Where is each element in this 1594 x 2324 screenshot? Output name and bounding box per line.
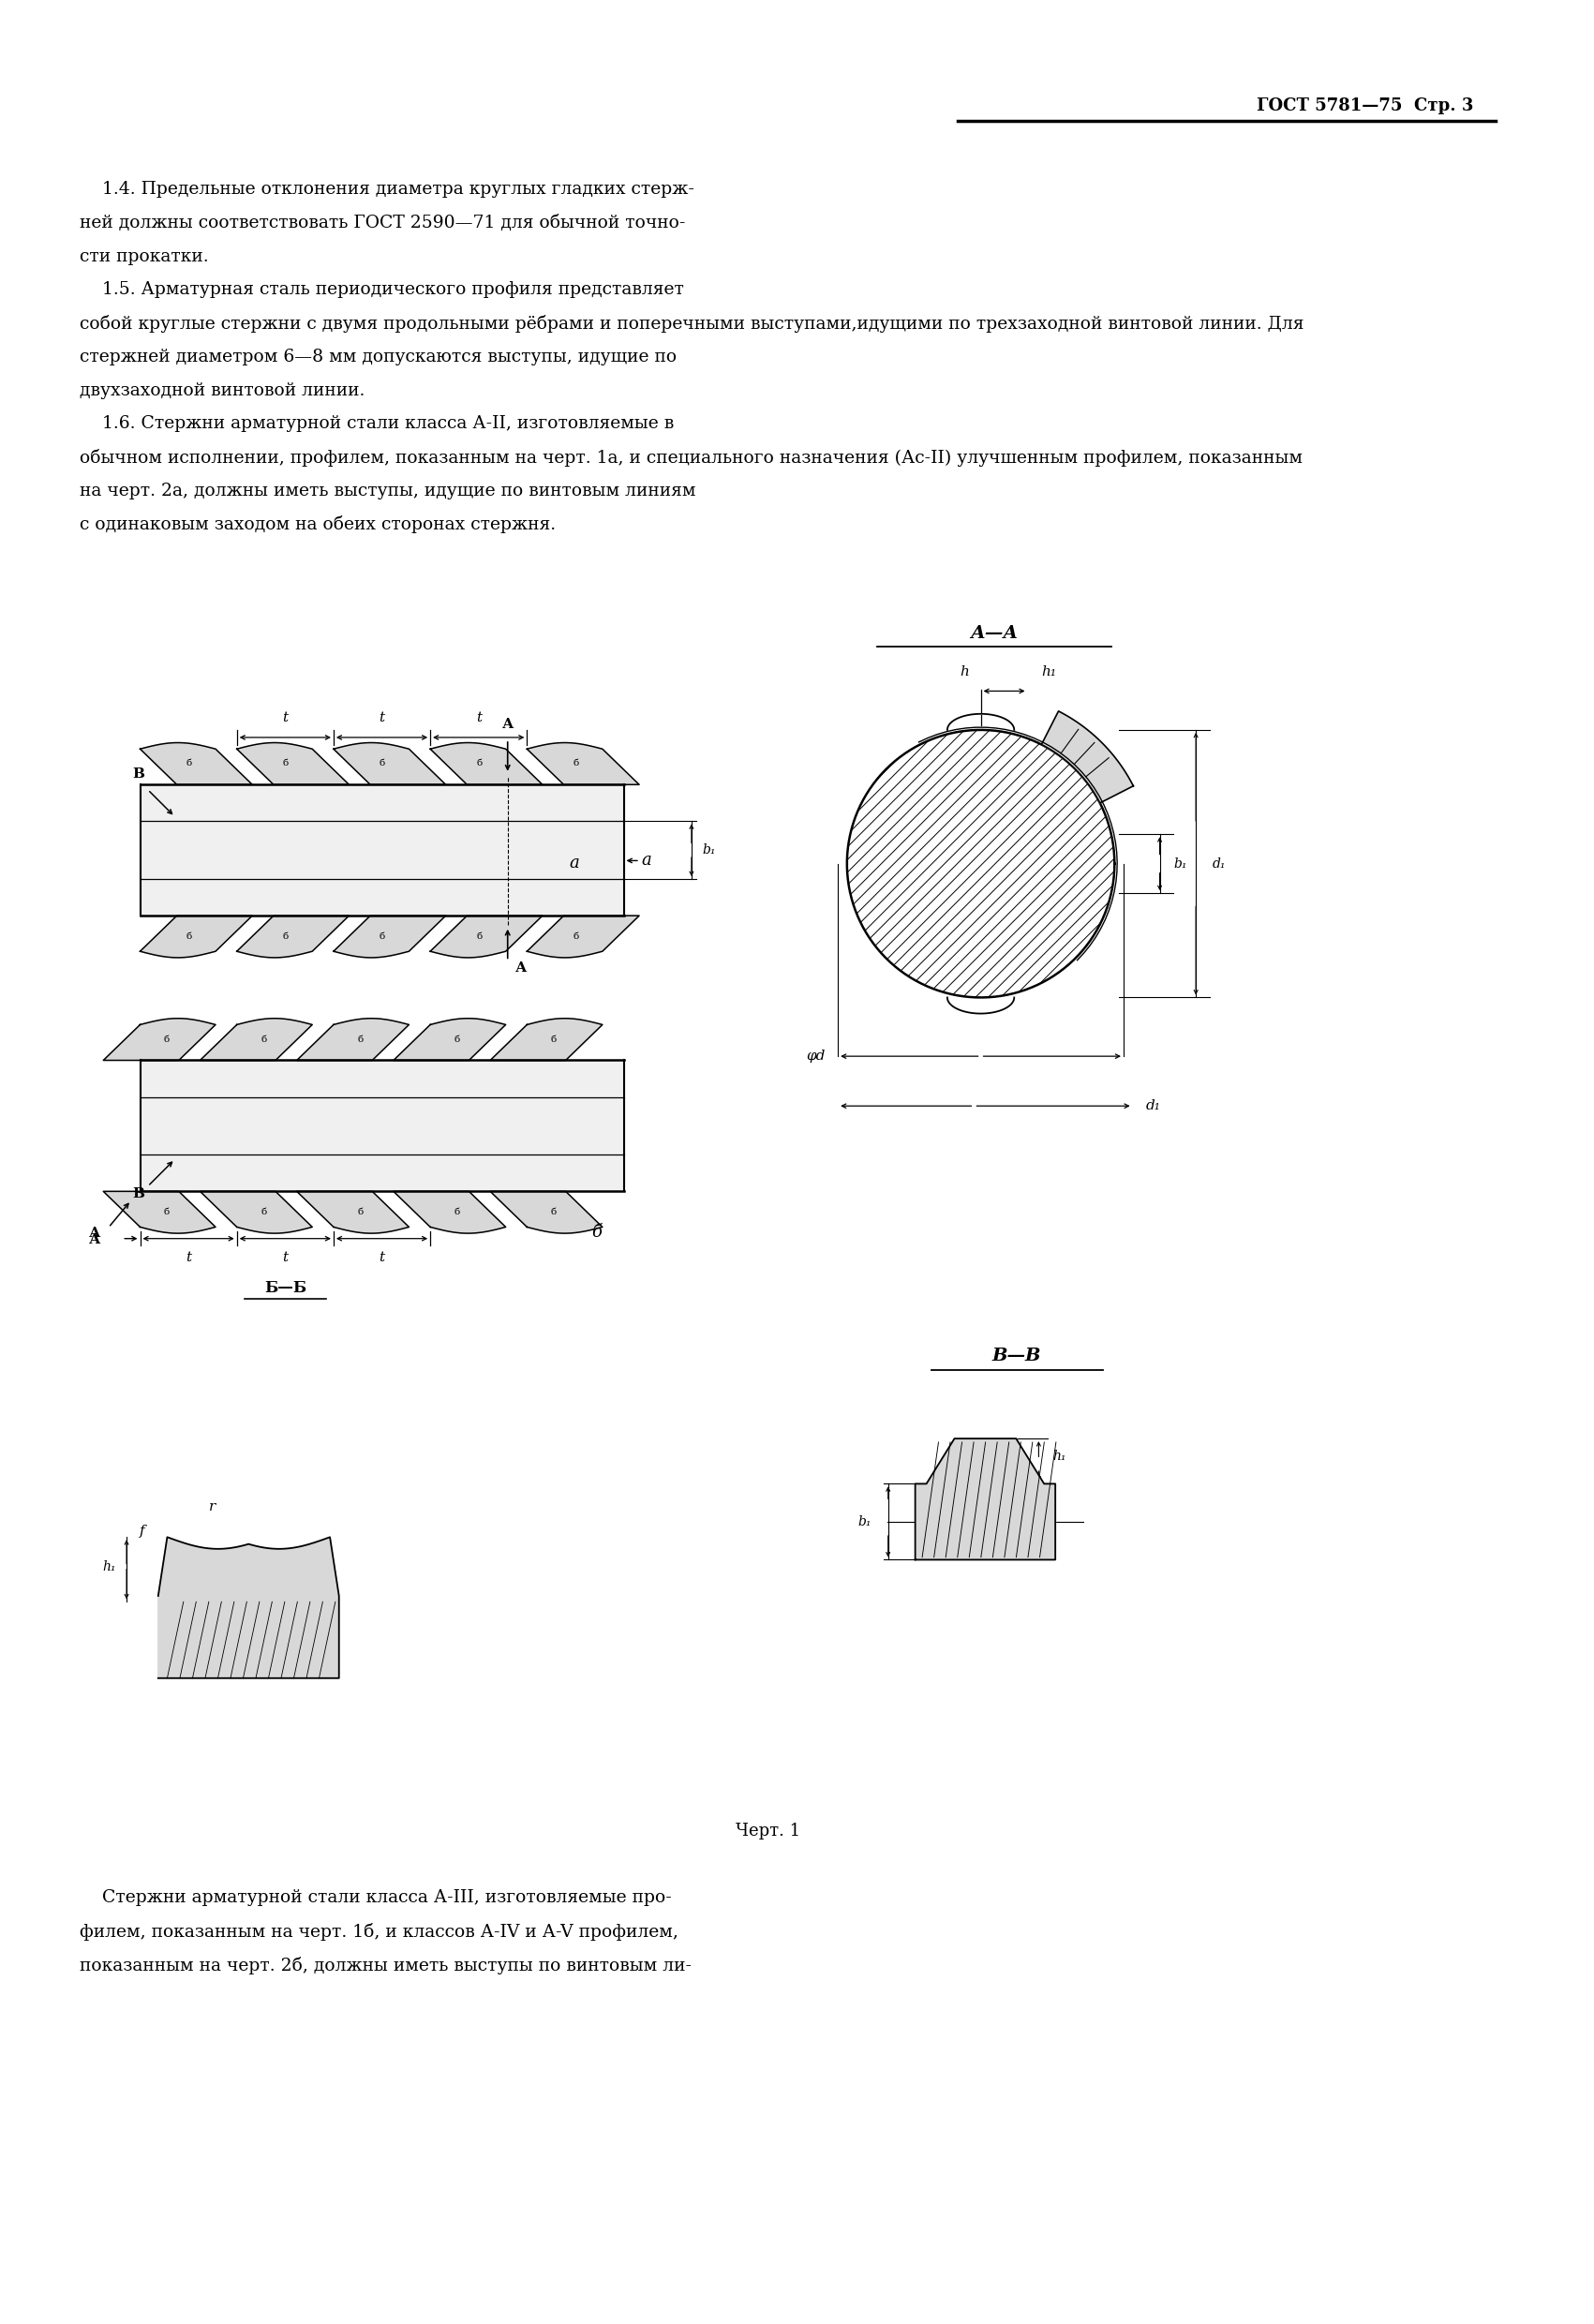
Polygon shape (104, 1192, 215, 1234)
Polygon shape (915, 1439, 1055, 1559)
Text: Б—Б: Б—Б (265, 1281, 306, 1297)
Polygon shape (158, 1536, 340, 1678)
Polygon shape (528, 916, 639, 957)
Text: б: б (282, 932, 289, 941)
Polygon shape (104, 1018, 215, 1060)
Polygon shape (947, 713, 1014, 730)
Polygon shape (238, 744, 349, 786)
Text: f: f (139, 1525, 145, 1538)
Text: t: t (379, 1250, 384, 1264)
Polygon shape (947, 997, 1014, 1013)
Text: б: б (260, 1208, 266, 1215)
Text: t: t (282, 1250, 289, 1264)
Text: а: а (642, 853, 652, 869)
Text: r: r (209, 1501, 215, 1513)
Text: б: б (572, 932, 579, 941)
Text: обычном исполнении, профилем, показанным на черт. 1а, и специального назначения : обычном исполнении, профилем, показанным… (80, 449, 1302, 467)
Polygon shape (140, 1060, 623, 1192)
Text: на черт. 2а, должны иметь выступы, идущие по винтовым линиям: на черт. 2а, должны иметь выступы, идущи… (80, 483, 695, 500)
Text: двухзаходной винтовой линии.: двухзаходной винтовой линии. (80, 381, 365, 400)
Text: 1.4. Предельные отклонения диаметра круглых гладких стерж-: 1.4. Предельные отклонения диаметра круг… (80, 181, 693, 198)
Polygon shape (926, 1439, 1044, 1483)
Text: б: б (477, 760, 481, 767)
Text: а: а (569, 855, 579, 872)
Text: В: В (132, 1188, 145, 1202)
Text: φd: φd (807, 1050, 824, 1062)
Text: b₁: b₁ (858, 1515, 872, 1529)
Polygon shape (140, 744, 252, 786)
Polygon shape (296, 1192, 410, 1234)
Text: стержней диаметром 6—8 мм допускаются выступы, идущие по: стержней диаметром 6—8 мм допускаются вы… (80, 349, 676, 365)
Text: Черт. 1: Черт. 1 (736, 1822, 800, 1838)
Text: б: б (164, 1208, 169, 1215)
Polygon shape (394, 1192, 505, 1234)
Text: б: б (454, 1034, 461, 1043)
Text: h₁: h₁ (1052, 1450, 1066, 1464)
Text: собой круглые стержни с двумя продольными рёбрами и поперечными выступами,идущим: собой круглые стержни с двумя продольным… (80, 316, 1304, 332)
Text: б: б (186, 760, 191, 767)
Polygon shape (491, 1018, 603, 1060)
Polygon shape (528, 744, 639, 786)
Polygon shape (333, 744, 446, 786)
Text: б: б (572, 760, 579, 767)
Text: Стержни арматурной стали класса А-III, изготовляемые про-: Стержни арматурной стали класса А-III, и… (80, 1889, 671, 1906)
Text: b₁: b₁ (703, 844, 716, 858)
Text: б: б (357, 1034, 363, 1043)
Polygon shape (201, 1192, 312, 1234)
Text: 1.5. Арматурная сталь периодического профиля представляет: 1.5. Арматурная сталь периодического про… (80, 281, 684, 297)
Polygon shape (1041, 711, 1133, 804)
Text: б: б (260, 1034, 266, 1043)
Text: б: б (186, 932, 191, 941)
Text: 1.6. Стержни арматурной стали класса А-II, изготовляемые в: 1.6. Стержни арматурной стали класса А-I… (80, 416, 674, 432)
Text: ГОСТ 5781—75  Стр. 3: ГОСТ 5781—75 Стр. 3 (1256, 98, 1473, 114)
Polygon shape (201, 1018, 312, 1060)
Text: филем, показанным на черт. 1б, и классов А-IV и А-V профилем,: филем, показанным на черт. 1б, и классов… (80, 1922, 677, 1941)
Polygon shape (140, 916, 252, 957)
Text: А: А (89, 1232, 100, 1246)
Text: б: б (477, 932, 481, 941)
Polygon shape (491, 1192, 603, 1234)
Text: сти прокатки.: сти прокатки. (80, 249, 209, 265)
Polygon shape (296, 1018, 410, 1060)
Text: А: А (89, 1227, 100, 1239)
Text: б: б (282, 760, 289, 767)
Text: b₁: b₁ (1173, 858, 1188, 869)
Text: ней должны соответствовать ГОСТ 2590—71 для обычной точно-: ней должны соответствовать ГОСТ 2590—71 … (80, 214, 685, 232)
Text: d₁: d₁ (1211, 858, 1226, 869)
Text: с одинаковым заходом на обеих сторонах стержня.: с одинаковым заходом на обеих сторонах с… (80, 516, 556, 535)
Text: б: б (552, 1208, 556, 1215)
Polygon shape (915, 1483, 1055, 1559)
Text: А: А (515, 962, 528, 974)
Text: h₁: h₁ (102, 1559, 116, 1573)
Text: t: t (379, 711, 384, 725)
Text: показанным на черт. 2б, должны иметь выступы по винтовым ли-: показанным на черт. 2б, должны иметь выс… (80, 1957, 692, 1975)
Polygon shape (333, 916, 446, 957)
Text: б: б (164, 1034, 169, 1043)
Text: А: А (502, 718, 513, 732)
Polygon shape (430, 916, 542, 957)
Text: А—А: А—А (971, 625, 1019, 641)
Text: В—В: В—В (993, 1348, 1041, 1364)
Text: t: t (475, 711, 481, 725)
Polygon shape (140, 786, 623, 916)
Text: б: б (379, 932, 386, 941)
Text: t: t (282, 711, 289, 725)
Polygon shape (430, 744, 542, 786)
Text: h₁: h₁ (1041, 665, 1057, 679)
Text: б: б (357, 1208, 363, 1215)
Polygon shape (394, 1018, 505, 1060)
Text: h: h (960, 665, 969, 679)
Text: В: В (132, 767, 145, 781)
Text: d₁: d₁ (1146, 1099, 1160, 1113)
Polygon shape (238, 916, 349, 957)
Text: б: б (552, 1034, 556, 1043)
Text: t: t (185, 1250, 191, 1264)
Text: б: б (454, 1208, 461, 1215)
Text: б: б (591, 1225, 601, 1241)
Text: б: б (379, 760, 386, 767)
Polygon shape (846, 730, 1114, 997)
